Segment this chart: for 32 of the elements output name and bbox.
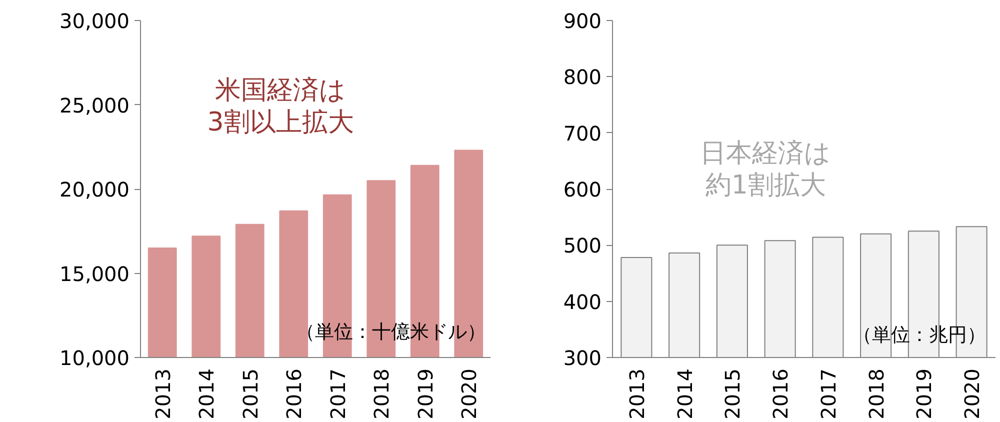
y-tick-label: 500	[563, 234, 602, 258]
x-tick-label: 2016	[282, 368, 306, 420]
x-tick-label: 2020	[960, 368, 984, 420]
y-tick-label: 900	[563, 9, 602, 33]
x-tick-label: 2015	[720, 368, 745, 420]
annotation: （単位：兆円）	[852, 324, 986, 346]
y-tick-label: 30,000	[60, 9, 130, 33]
y-tick-label: 25,000	[60, 93, 130, 118]
x-tick-label: 2014	[194, 368, 219, 420]
x-tick-label: 2019	[413, 368, 438, 420]
x-tick-label: 2015	[238, 368, 262, 420]
x-tick-label: 2014	[672, 368, 697, 420]
annotation: 日本経済は約1割拡大	[700, 138, 832, 200]
y-tick-label: 700	[563, 121, 602, 146]
y-tick-label: 300	[563, 346, 602, 370]
y-tick-label: 800	[563, 65, 602, 90]
y-tick-label: 15,000	[60, 262, 130, 286]
x-tick-label: 2020	[457, 368, 482, 420]
x-tick-label: 2017	[326, 368, 350, 420]
x-tick-label: 2019	[912, 368, 936, 420]
annotation: 米国経済は3割以上拡大	[207, 75, 354, 138]
y-tick-label: 600	[563, 178, 602, 202]
x-tick-label: 2016	[768, 368, 793, 420]
x-tick-label: 2018	[370, 368, 394, 420]
y-tick-label: 10,000	[60, 346, 130, 370]
x-tick-label: 2013	[624, 368, 649, 420]
y-tick-label: 20,000	[60, 178, 130, 202]
x-tick-label: 2018	[864, 368, 888, 420]
x-tick-label: 2017	[816, 368, 840, 420]
annotation: （単位：十億米ドル）	[296, 321, 486, 344]
x-tick-label: 2013	[150, 368, 175, 420]
y-tick-label: 400	[563, 290, 602, 314]
